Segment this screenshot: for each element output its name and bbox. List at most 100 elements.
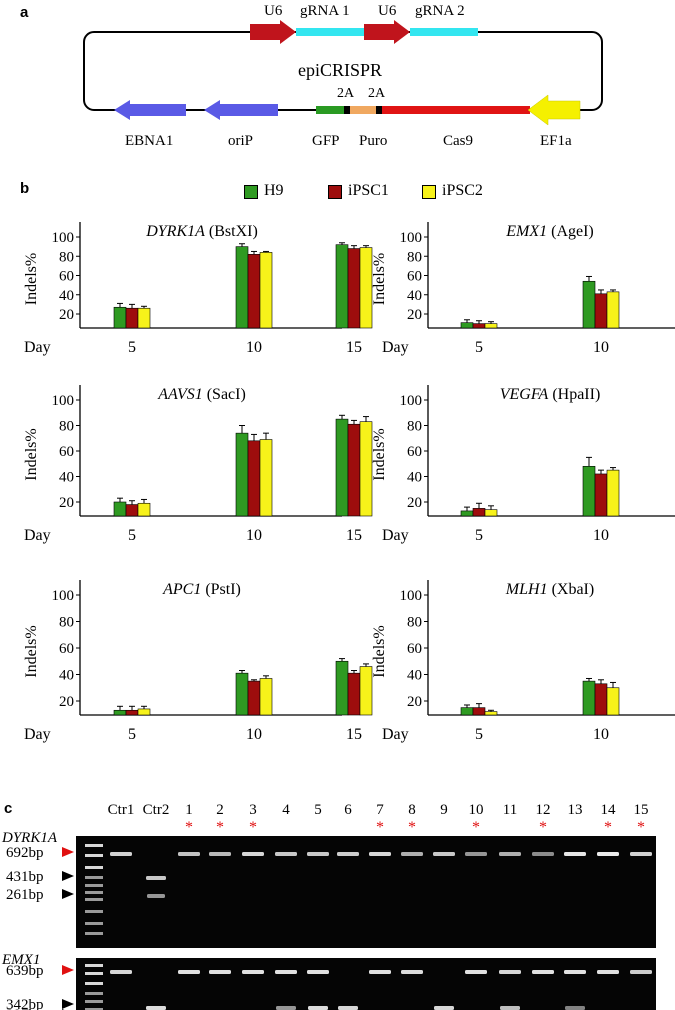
dna-band	[433, 852, 455, 856]
chart-title-enzyme: (HpaII)	[548, 386, 600, 403]
dna-band	[532, 970, 554, 974]
x-tick-label: 10	[246, 726, 262, 743]
y-tick-label: 20	[407, 694, 422, 710]
ladder-band	[85, 884, 103, 887]
bar-h9-day10	[582, 680, 596, 716]
lane-label: 3	[249, 802, 257, 818]
bar-h9-day5	[113, 501, 127, 517]
dna-band	[307, 852, 329, 856]
ladder-band	[85, 1000, 103, 1003]
lane-label: 11	[503, 802, 517, 818]
ladder-band	[85, 876, 103, 879]
band-size-arrow	[62, 889, 74, 899]
chart-title: MLH1 (XbaI)	[505, 581, 594, 598]
label-2a-1: 2A	[337, 86, 355, 101]
band-size-arrow	[62, 999, 74, 1009]
bar-h9-day10	[235, 432, 249, 517]
dna-band	[110, 852, 132, 856]
chart-title-gene: AAVS1	[157, 386, 203, 403]
asterisk-marker: *	[637, 819, 645, 836]
gel-background	[76, 836, 656, 948]
chart-aavs1: 20 40 60 80 100 Indels% AAVS1 (SacI) Day 5 10 15	[23, 385, 373, 544]
2a-junction-1	[344, 106, 350, 114]
2a-junction-2	[376, 106, 382, 114]
u6-promoter-1-arrow	[250, 20, 296, 44]
bar-h9-day5	[460, 322, 474, 329]
y-tick-label: 100	[52, 230, 75, 246]
legend-label-ipsc2: iPSC2	[442, 182, 483, 199]
chart-dyrk1a: 20 40 60 80 100 Indels% DYRK1A (BstXI) Day 5 10 15	[23, 222, 373, 356]
x-tick-label: 5	[475, 527, 483, 544]
legend-swatch-ipsc2	[422, 185, 436, 199]
lane-label: 8	[408, 802, 416, 818]
band-size-label: 431bp	[6, 869, 44, 885]
y-tick-label: 60	[407, 269, 422, 285]
label-cas9: Cas9	[443, 133, 473, 149]
dna-band	[209, 852, 231, 856]
chart-title-enzyme: (SacI)	[203, 386, 246, 403]
label-puro: Puro	[359, 133, 388, 149]
bar-h9-day5	[460, 707, 474, 716]
chart-title-gene: DYRK1A	[145, 223, 205, 240]
ladder-band	[85, 964, 103, 967]
y-tick-label: 40	[59, 470, 74, 486]
puro-segment	[350, 106, 376, 114]
chart-title-gene: VEGFA	[500, 386, 549, 403]
x-tick-label: 5	[128, 339, 136, 356]
dna-band	[630, 852, 652, 856]
x-tick-label: 15	[346, 726, 362, 743]
y-tick-label: 60	[59, 269, 74, 285]
dna-band	[110, 970, 132, 974]
grna2-segment	[410, 28, 478, 36]
bar-ipsc1-day5	[125, 307, 139, 329]
bar-ipsc1-day5	[472, 508, 486, 517]
bar-ipsc1-day10	[247, 680, 261, 716]
ef1a-arrow	[527, 94, 581, 126]
y-tick-label: 80	[59, 615, 74, 631]
dna-band	[276, 1006, 296, 1010]
plasmid-map	[83, 20, 603, 126]
plasmid-name: epiCRISPR	[298, 60, 383, 80]
y-tick-label: 20	[407, 307, 422, 323]
dna-band	[532, 852, 554, 856]
bar-ipsc1-day10	[247, 254, 261, 329]
dna-band	[337, 852, 359, 856]
gel-gene-label: EMX1	[1, 952, 40, 968]
bar-ipsc2-day10	[606, 469, 620, 517]
dna-band	[465, 970, 487, 974]
dna-band	[565, 1006, 585, 1010]
ladder-band	[85, 972, 103, 975]
bar-ipsc2-day5	[137, 307, 151, 329]
bar-ipsc1-day5	[125, 504, 139, 517]
bar-ipsc2-day5	[484, 323, 498, 329]
label-u6-1: U6	[264, 3, 283, 19]
legend: H9 iPSC1 iPSC2	[0, 180, 675, 202]
x-axis-label: Day	[24, 527, 51, 544]
ladder-band	[85, 932, 103, 935]
bar-ipsc2-day5	[484, 509, 498, 517]
bar-ipsc2-day10	[259, 252, 273, 329]
x-axis-label: Day	[382, 527, 409, 544]
bar-ipsc1-day10	[247, 440, 261, 517]
x-axis-label: Day	[24, 726, 51, 743]
lane-label: 9	[440, 802, 448, 818]
ladder-band	[85, 982, 103, 985]
y-tick-label: 40	[407, 470, 422, 486]
ebna1-arrow	[114, 100, 186, 120]
bar-ipsc2-day10	[606, 687, 620, 716]
lane-label: 7	[376, 802, 384, 818]
y-axis-label: Indels%	[23, 253, 40, 305]
y-tick-label: 80	[407, 615, 422, 631]
band-size-label: 261bp	[6, 887, 44, 903]
orip-arrow	[204, 100, 278, 120]
y-tick-label: 20	[59, 495, 74, 511]
bar-ipsc2-day10	[259, 439, 273, 517]
x-tick-label: 15	[346, 527, 362, 544]
y-tick-label: 100	[400, 230, 423, 246]
ladder-band	[85, 1008, 103, 1010]
y-tick-label: 100	[52, 393, 75, 409]
y-tick-label: 100	[400, 393, 423, 409]
y-tick-label: 80	[59, 249, 74, 265]
dna-band	[275, 970, 297, 974]
bar-ipsc1-day5	[472, 323, 486, 329]
